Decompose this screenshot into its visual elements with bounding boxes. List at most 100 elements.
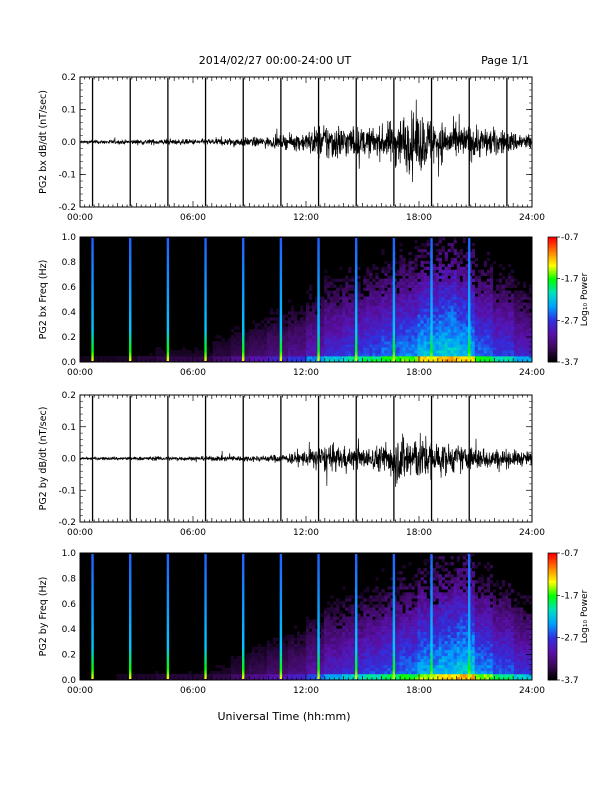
heatmap-cell (474, 308, 479, 312)
heatmap-cell (306, 311, 310, 315)
heatmap-cell (296, 652, 301, 657)
heatmap-cell (495, 296, 500, 300)
heatmap-cell (486, 308, 491, 312)
heatmap-cell (342, 299, 346, 303)
heatmap-cell (378, 649, 382, 654)
heatmap-cell (426, 251, 430, 256)
heatmap-cell (266, 356, 271, 360)
heatmap-cell (333, 673, 337, 678)
heatmap-cell (513, 341, 518, 345)
heatmap-cell (360, 329, 364, 333)
heatmap-cell (519, 323, 524, 327)
heatmap-cell (444, 308, 448, 312)
heatmap-cell (233, 353, 237, 357)
heatmap-cell (417, 281, 421, 285)
heatmap-cell (423, 296, 427, 300)
heatmap-cell (423, 275, 427, 279)
heatmap-cell (272, 667, 277, 672)
heatmap-cell (149, 673, 153, 678)
heatmap-cell (501, 350, 506, 354)
heatmap-cell (254, 676, 259, 681)
heatmap-cell (312, 341, 316, 345)
heatmap-cell (372, 622, 376, 626)
heatmap-cell (299, 338, 304, 342)
heatmap-cell (528, 341, 533, 345)
colorbar-segment (548, 239, 557, 242)
heatmap-cell (327, 634, 331, 638)
heatmap-cell (293, 652, 298, 657)
heatmap-cell (453, 269, 457, 274)
heatmap-cell (330, 320, 334, 324)
x-tick-label: 24:00 (519, 213, 545, 223)
heatmap-cell (254, 338, 259, 342)
heatmap-cell (245, 673, 250, 678)
heatmap-cell (333, 667, 337, 672)
heatmap-cell (309, 344, 313, 348)
heatmap-cell (287, 661, 292, 666)
heatmap-cell (269, 341, 274, 345)
heatmap-cell (405, 296, 409, 300)
heatmap-cell (209, 353, 213, 357)
heatmap-cell (233, 658, 237, 663)
heatmap-cell (302, 649, 307, 654)
heatmap-cell (417, 290, 421, 294)
heatmap-cell (396, 299, 400, 303)
heatmap-cell (309, 673, 313, 678)
heatmap-cell (474, 275, 479, 279)
heatmap-cell (351, 353, 355, 357)
heatmap-cell (516, 353, 521, 357)
heatmap-cell (408, 610, 412, 614)
heatmap-cell (453, 237, 457, 241)
heatmap-cell (381, 655, 385, 660)
heatmap-cell (462, 296, 466, 300)
heatmap-cell (459, 302, 463, 306)
heatmap-cell (480, 347, 485, 351)
heatmap-cell (432, 314, 436, 318)
heatmap-cell (387, 278, 391, 282)
heatmap-cell (516, 281, 521, 285)
heatmap-cell (408, 604, 412, 608)
heatmap-cell (405, 323, 409, 327)
heatmap-cell (450, 326, 454, 330)
heatmap-cell (495, 335, 500, 339)
heatmap-cell (312, 649, 316, 654)
heatmap-cell (405, 619, 409, 623)
heatmap-cell (312, 326, 316, 330)
heatmap-cell (441, 350, 445, 354)
heatmap-cell (504, 311, 509, 315)
heatmap-cell (134, 673, 138, 678)
heatmap-cell (423, 272, 427, 276)
heatmap-cell (378, 311, 382, 315)
heatmap-cell (378, 320, 382, 324)
heatmap-cell (471, 248, 476, 253)
heatmap-cell (480, 323, 485, 327)
heatmap-cell (363, 350, 367, 354)
heatmap-cell (336, 637, 340, 641)
heatmap-cell (312, 673, 316, 678)
heatmap-cell (501, 323, 506, 327)
heatmap-cell (372, 634, 376, 638)
heatmap-cell (408, 284, 412, 288)
heatmap-cell (339, 332, 343, 336)
heatmap-cell (471, 284, 476, 288)
heatmap-cell (197, 353, 201, 357)
heatmap-cell (378, 598, 382, 602)
heatmap-cell (462, 317, 466, 321)
heatmap-cell (281, 652, 286, 657)
heatmap-cell (426, 344, 430, 348)
heatmap-cell (236, 353, 240, 357)
heatmap-cell (366, 631, 370, 635)
heatmap-cell (185, 356, 189, 360)
heatmap-cell (345, 655, 349, 660)
heatmap-cell (441, 320, 445, 324)
heatmap-cell (441, 237, 445, 241)
heatmap-cell (447, 329, 451, 333)
colorbar-segment (548, 276, 557, 280)
heatmap-cell (516, 320, 521, 324)
heatmap-cell (360, 637, 364, 641)
heatmap-cell (384, 637, 388, 641)
heatmap-cell (306, 643, 310, 648)
heatmap-cell (384, 341, 388, 345)
colorbar-segment (548, 284, 557, 288)
heatmap-cell (357, 658, 361, 663)
